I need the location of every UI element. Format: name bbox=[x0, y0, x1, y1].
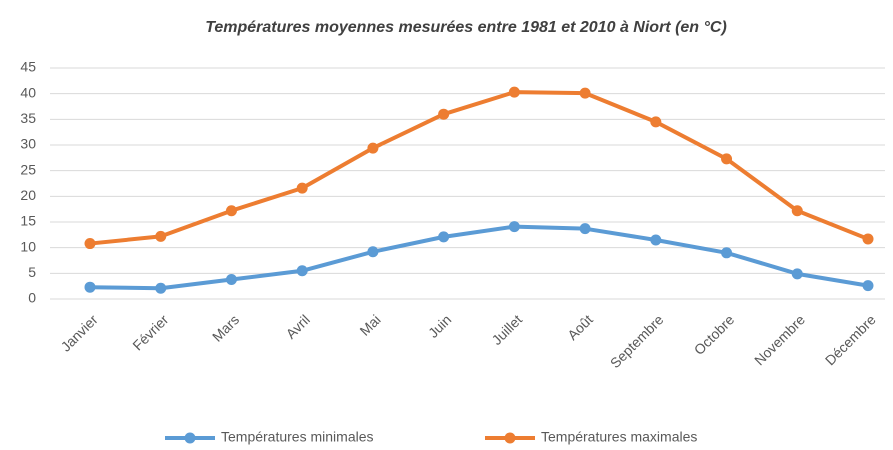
series-line bbox=[89, 90, 869, 246]
data-point bbox=[508, 86, 520, 98]
data-point bbox=[84, 238, 96, 250]
y-tick-label: 20 bbox=[20, 187, 36, 203]
data-point bbox=[791, 205, 803, 217]
data-point bbox=[579, 87, 591, 99]
x-tick-label: Mai bbox=[356, 311, 383, 338]
data-point bbox=[721, 247, 733, 259]
x-tick-label: Mars bbox=[209, 311, 242, 344]
x-tick-label: Octobre bbox=[691, 311, 738, 358]
legend-label: Températures minimales bbox=[221, 429, 374, 445]
data-point bbox=[650, 116, 662, 128]
data-point bbox=[862, 233, 874, 245]
data-point bbox=[225, 205, 237, 217]
x-tick-label: Juillet bbox=[488, 311, 525, 348]
x-tick-label: Avril bbox=[283, 311, 313, 341]
data-point bbox=[862, 280, 874, 292]
series-line bbox=[89, 224, 869, 291]
legend-label: Températures maximales bbox=[541, 429, 697, 445]
x-tick-label: Janvier bbox=[58, 311, 101, 354]
y-tick-label: 45 bbox=[20, 59, 36, 75]
legend-marker bbox=[504, 432, 516, 444]
y-tick-label: 0 bbox=[28, 290, 36, 306]
x-tick-label: Novembre bbox=[751, 311, 808, 368]
x-tick-label: Août bbox=[564, 311, 596, 343]
data-point bbox=[438, 108, 450, 120]
data-point bbox=[721, 153, 733, 165]
data-point bbox=[155, 282, 167, 294]
chart-title: Températures moyennes mesurées entre 198… bbox=[205, 19, 727, 36]
data-point bbox=[438, 231, 450, 243]
data-point bbox=[296, 182, 308, 194]
data-point bbox=[84, 281, 96, 293]
x-tick-label: Février bbox=[129, 311, 171, 353]
y-tick-label: 25 bbox=[20, 161, 36, 177]
x-tick-label: Septembre bbox=[607, 311, 667, 371]
y-tick-label: 35 bbox=[20, 110, 36, 126]
x-tick-label: Juin bbox=[425, 311, 454, 340]
data-point bbox=[296, 265, 308, 277]
y-tick-label: 30 bbox=[20, 136, 36, 152]
data-point bbox=[225, 273, 237, 285]
data-point bbox=[791, 268, 803, 280]
legend-marker bbox=[184, 432, 196, 444]
data-point bbox=[508, 221, 520, 233]
data-point bbox=[367, 246, 379, 258]
data-point bbox=[579, 223, 591, 235]
x-tick-label: Décembre bbox=[822, 311, 879, 368]
y-tick-label: 5 bbox=[28, 264, 36, 280]
y-tick-label: 10 bbox=[20, 238, 36, 254]
data-point bbox=[650, 234, 662, 246]
data-point bbox=[367, 142, 379, 154]
data-point bbox=[155, 230, 167, 242]
y-tick-label: 15 bbox=[20, 213, 36, 229]
y-tick-label: 40 bbox=[20, 84, 36, 100]
